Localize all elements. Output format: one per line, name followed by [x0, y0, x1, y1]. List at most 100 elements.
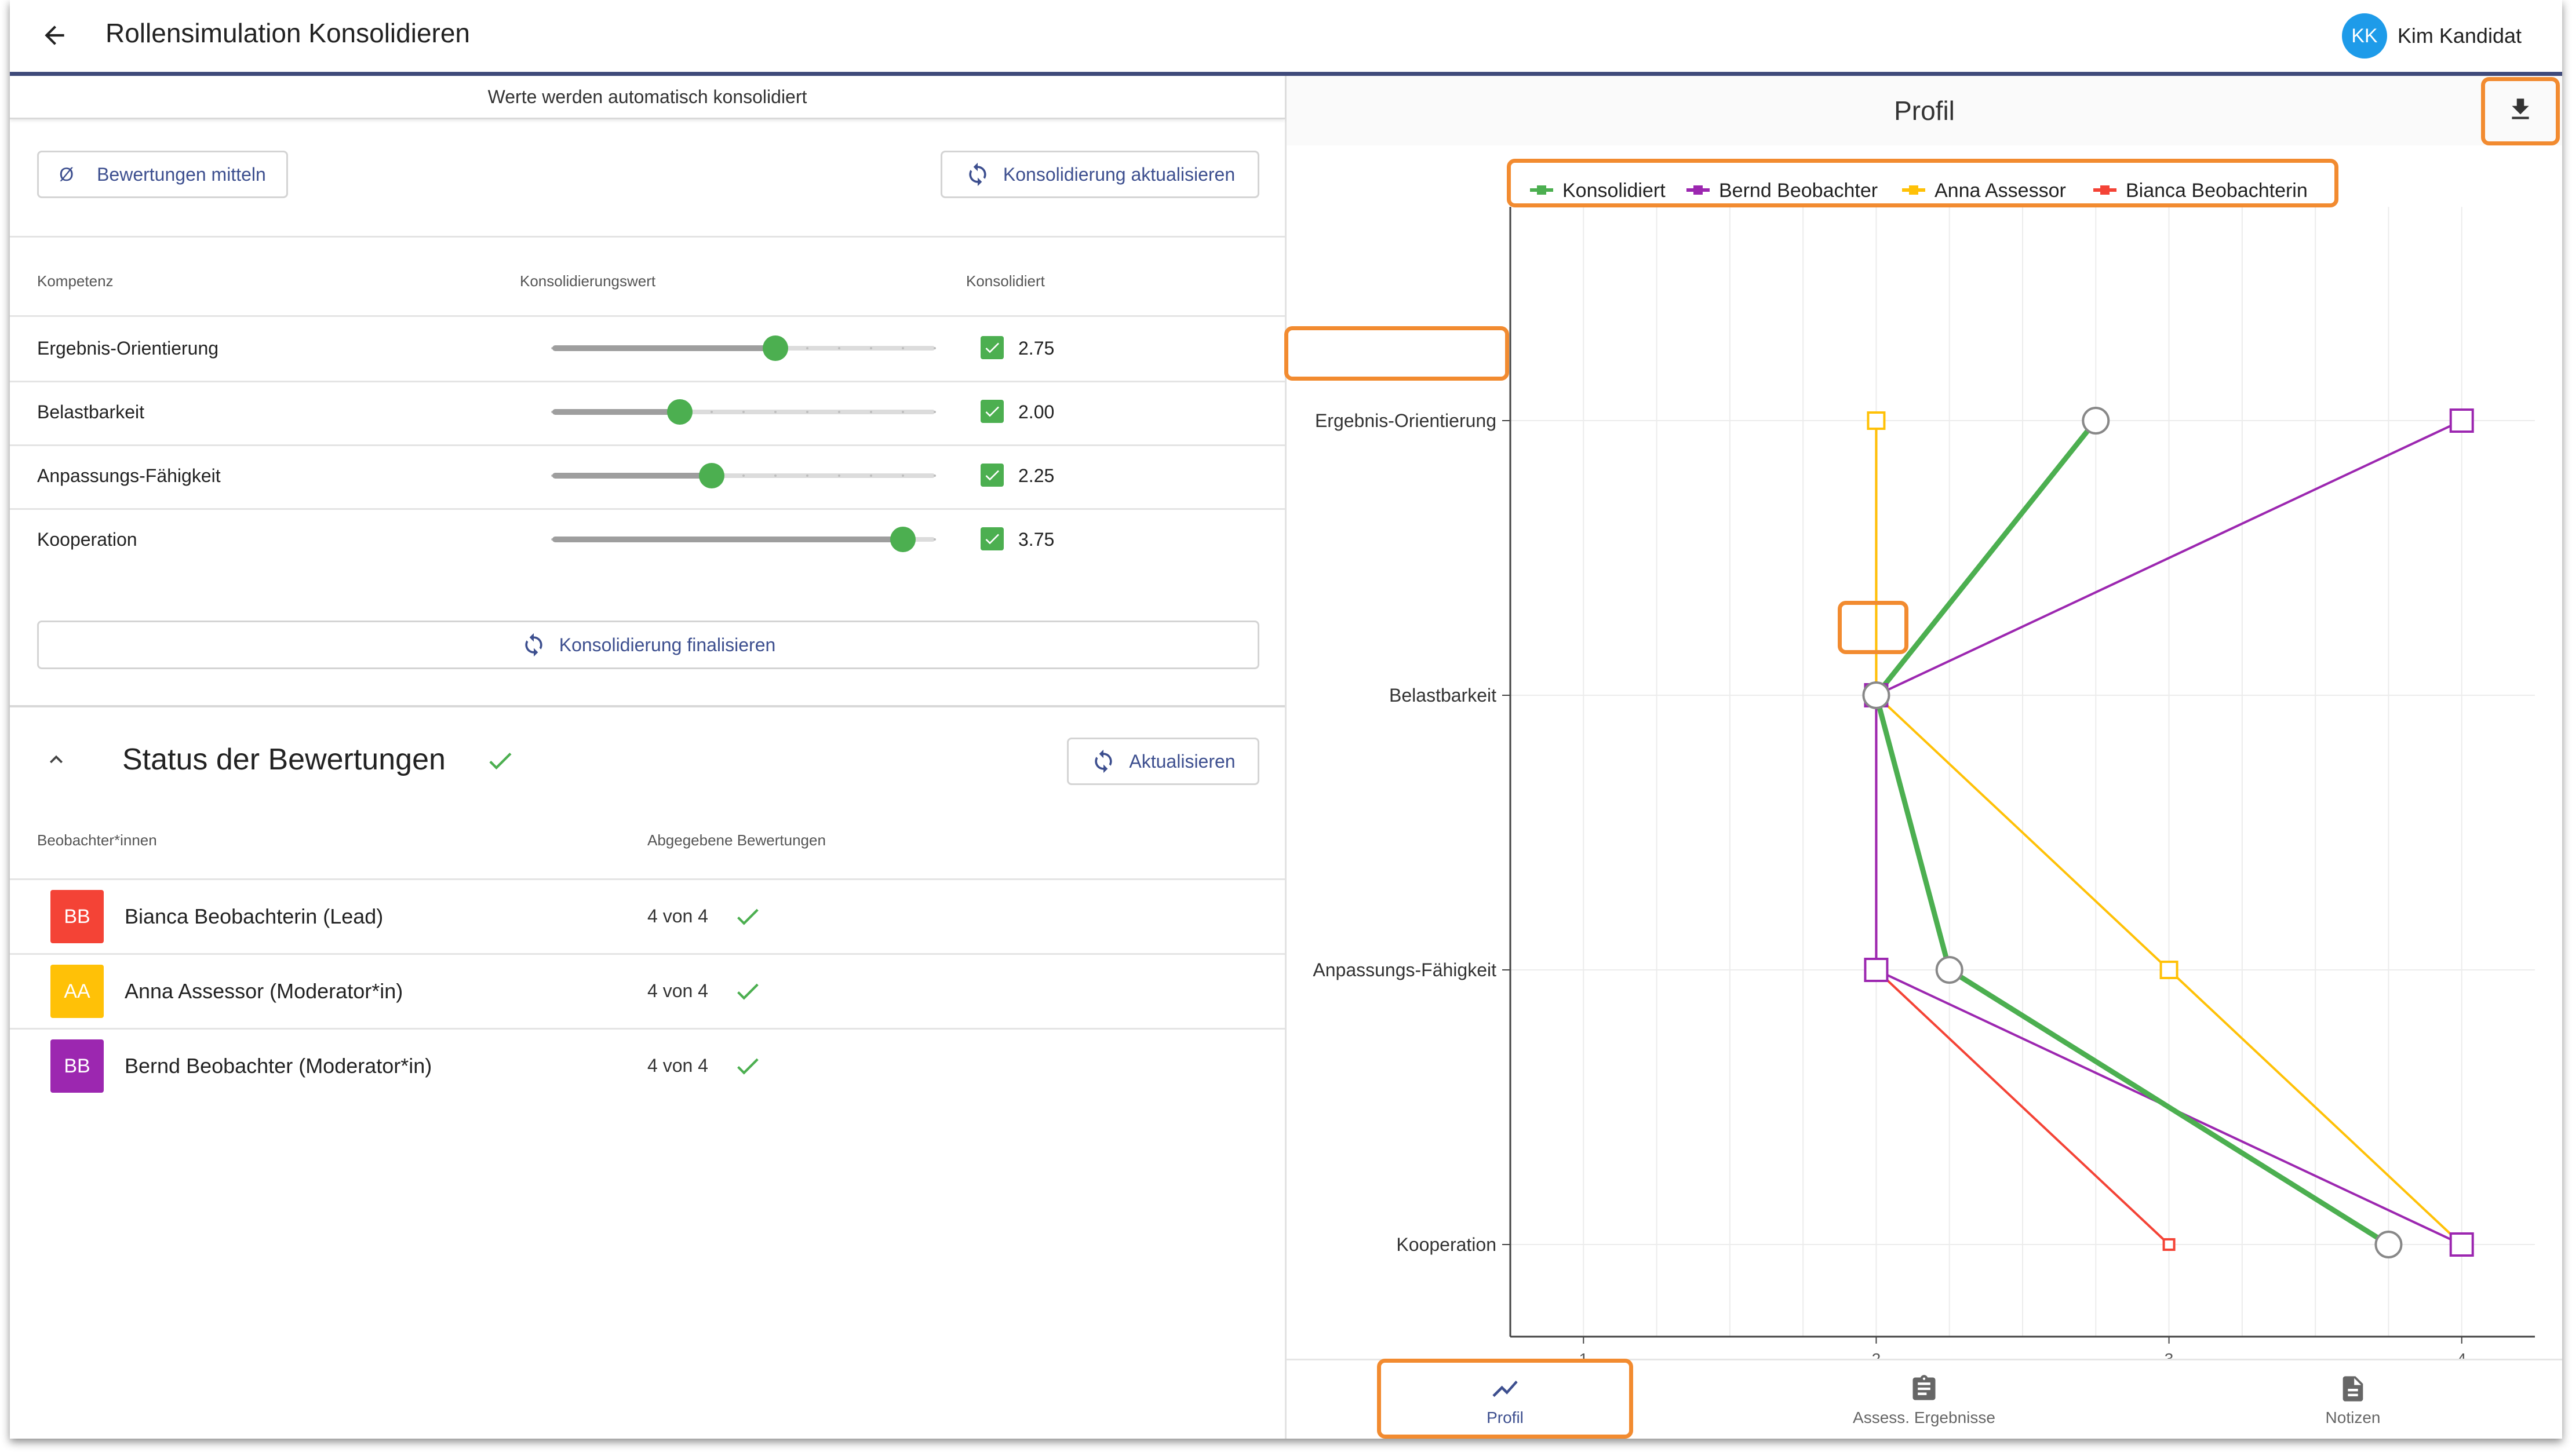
y-tick-label: Kooperation — [1396, 1234, 1496, 1255]
consolidation-slider[interactable] — [551, 335, 936, 361]
nav-assessment-results[interactable]: Assess. Ergebnisse — [1797, 1360, 2052, 1439]
consolidation-slider[interactable] — [551, 463, 936, 488]
slider-thumb[interactable] — [762, 335, 788, 361]
observer-count: 4 von 4 — [647, 1055, 708, 1076]
x-tick-label: 3 — [2165, 1350, 2174, 1359]
observer-count: 4 von 4 — [647, 980, 708, 1001]
slider-tick — [711, 411, 713, 413]
arrow-left-icon — [45, 25, 64, 45]
collapse-status-button[interactable] — [39, 742, 74, 777]
refresh-status-button[interactable]: Aktualisieren — [1067, 738, 1259, 785]
slider-tick — [806, 347, 808, 349]
average-ratings-button[interactable]: Ø Bewertungen mitteln — [37, 151, 288, 198]
observer-row: BB Bianca Beobachterin (Lead) 4 von 4 — [10, 880, 1285, 953]
data-point — [2159, 961, 2178, 979]
profile-header: Profil — [1287, 76, 2562, 145]
legend-label: Konsolidiert — [1562, 180, 1666, 202]
app-window: Rollensimulation Konsolidieren KK Kim Ka… — [10, 0, 2562, 1439]
back-button[interactable] — [34, 15, 75, 56]
consolidated-checkbox[interactable] — [981, 527, 1004, 550]
average-ratings-label: Bewertungen mitteln — [97, 163, 266, 185]
check-icon — [985, 342, 999, 353]
refresh-consolidation-button[interactable]: Konsolidierung aktualisieren — [941, 151, 1259, 198]
consolidated-checkbox[interactable] — [981, 336, 1004, 359]
status-title: Status der Bewertungen — [122, 743, 446, 776]
observer-name: Bianca Beobachterin (Lead) — [125, 904, 384, 928]
chevron-up-icon — [50, 755, 63, 764]
slider-tick — [838, 347, 840, 349]
bottom-navigation: Profil Assess. Ergebnisse Notizen — [1287, 1359, 2562, 1439]
competence-label: Kooperation — [37, 529, 137, 550]
observer-name: Bernd Beobachter (Moderator*in) — [125, 1054, 432, 1078]
competence-label: Anpassungs-Fähigkeit — [37, 465, 221, 486]
legend-marker — [1909, 185, 1918, 195]
download-button[interactable] — [2483, 76, 2558, 143]
series-line — [1873, 419, 2390, 1247]
data-point — [1864, 958, 1889, 982]
observer-avatar: AA — [50, 965, 104, 1018]
observer-row: BB Bernd Beobachter (Moderator*in) 4 von… — [10, 1030, 1285, 1103]
consolidated-checkbox[interactable] — [981, 464, 1004, 487]
slider-tick — [902, 347, 904, 349]
observer-name: Anna Assessor (Moderator*in) — [125, 979, 403, 1003]
x-tick-label: 2 — [1872, 1350, 1881, 1359]
slider-tick — [870, 411, 872, 413]
slider-thumb[interactable] — [666, 399, 693, 425]
user-avatar: KK — [2341, 13, 2387, 59]
nav-profil[interactable]: Profil — [1379, 1360, 1631, 1439]
top-bar: Rollensimulation Konsolidieren KK Kim Ka… — [10, 0, 2562, 76]
y-tick-label: Anpassungs-Fähigkeit — [1313, 959, 1496, 980]
data-point — [1862, 681, 1890, 709]
slider-tick — [806, 475, 808, 477]
consolidated-checkbox[interactable] — [981, 400, 1004, 423]
check-icon — [737, 1058, 759, 1075]
slider-tick — [934, 538, 936, 541]
check-icon — [737, 983, 759, 1000]
slider-fill — [552, 345, 775, 351]
legend-label: Bernd Beobachter — [1719, 180, 1878, 202]
data-point — [2449, 408, 2474, 433]
legend-marker — [1693, 185, 1703, 195]
sync-icon — [969, 162, 986, 187]
nav-notes[interactable]: Notizen — [2225, 1360, 2480, 1439]
trending-icon — [1492, 1380, 1518, 1397]
slider-tick — [774, 475, 777, 477]
slider-tick — [838, 475, 840, 477]
finalize-consolidation-label: Konsolidierung finalisieren — [559, 634, 776, 655]
data-point — [2374, 1231, 2403, 1258]
slider-tick — [934, 411, 936, 413]
data-point — [2162, 1238, 2176, 1251]
slider-tick — [870, 475, 872, 477]
consolidated-value: 2.25 — [1018, 465, 1055, 486]
observer-avatar: BB — [50, 1039, 104, 1093]
user-menu[interactable]: KK Kim Kandidat — [2341, 13, 2522, 59]
profile-panel: Profil 1 2 3 4 Ergebnis-Orientierung Belastba… — [1284, 76, 2562, 1439]
status-check-icon — [489, 753, 512, 770]
observer-count: 4 von 4 — [647, 906, 708, 926]
page-title: Rollensimulation Konsolidieren — [105, 18, 471, 48]
consolidation-slider[interactable] — [551, 527, 936, 552]
observer-row: AA Anna Assessor (Moderator*in) 4 von 4 — [10, 955, 1285, 1028]
slider-tick — [902, 411, 904, 413]
consolidation-slider[interactable] — [551, 399, 936, 425]
data-point — [1867, 411, 1886, 430]
finalize-consolidation-button[interactable]: Konsolidierung finalisieren — [37, 621, 1259, 669]
data-point — [1935, 956, 1963, 984]
sync-icon — [1095, 749, 1113, 773]
profile-title: Profil — [1894, 96, 1955, 126]
average-icon: Ø — [59, 163, 74, 185]
y-tick-label: Belastbarkeit — [1389, 685, 1496, 706]
slider-tick — [870, 347, 872, 349]
competence-label: Ergebnis-Orientierung — [37, 338, 219, 359]
legend-marker — [2100, 185, 2110, 195]
slider-fill — [552, 537, 904, 542]
column-competence: Kompetenz — [37, 272, 114, 290]
slider-thumb[interactable] — [890, 527, 916, 552]
check-icon — [985, 470, 999, 481]
profile-chart: 1 2 3 4 Ergebnis-Orientierung Belastbarkeit An… — [1313, 180, 2535, 1359]
check-icon — [737, 908, 759, 925]
slider-thumb[interactable] — [699, 463, 725, 488]
nav-assessment-results-label: Assess. Ergebnisse — [1853, 1408, 1995, 1426]
slider-fill — [552, 473, 712, 479]
auto-consolidation-note: Werte werden automatisch konsolidiert — [10, 76, 1285, 119]
